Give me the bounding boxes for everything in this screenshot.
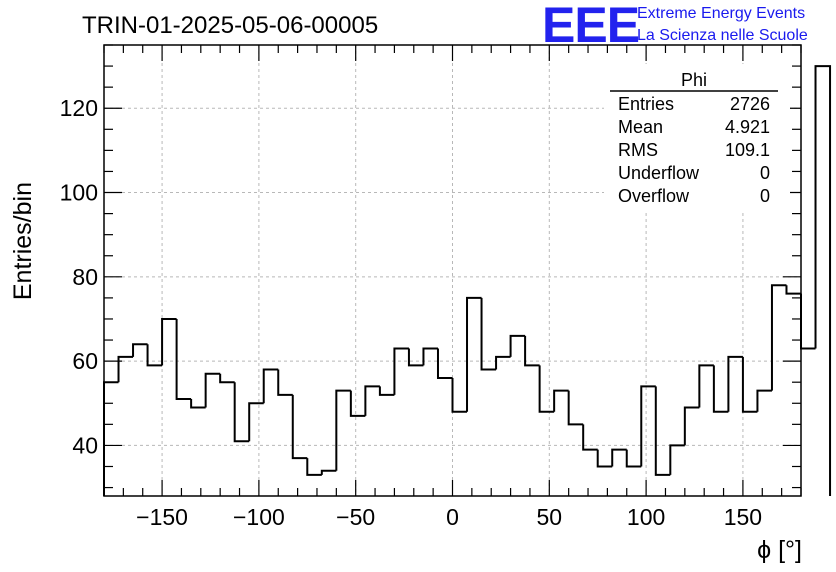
histogram-bin [741, 356, 758, 413]
histogram-bin [451, 377, 468, 413]
histogram-bin [248, 402, 264, 442]
histogram-bin [611, 448, 627, 467]
histogram-bin [538, 365, 555, 413]
histogram-bin [335, 389, 351, 471]
histogram-bin [190, 399, 206, 409]
stats-box: Phi Entries 2726 Mean 4.921 RMS 109.1 Un… [604, 64, 790, 210]
stats-label-entries: Entries [618, 94, 674, 114]
x-tick-label: 150 [724, 504, 762, 530]
histogram-bin [132, 343, 148, 357]
stats-value-entries: 2726 [730, 94, 770, 114]
y-tick-label: 100 [60, 180, 98, 206]
histogram-bin [596, 449, 613, 468]
eee-line-2: La Scienza nelle Scuole [637, 27, 808, 44]
histogram-bin [117, 355, 134, 383]
histogram-bin [436, 348, 453, 379]
stats-value-underflow: 0 [760, 163, 770, 183]
histogram-bin [770, 284, 787, 391]
axes: −150 −100 −50 0 50 100 150 40 60 80 100 120 [60, 44, 802, 530]
histogram-bin [204, 372, 221, 408]
histogram-bin [495, 355, 511, 370]
stats-label-underflow: Underflow [618, 163, 700, 183]
x-tick-label: −100 [233, 504, 285, 530]
histogram-bin [233, 382, 250, 443]
histogram-bin [683, 406, 700, 446]
histogram-bin [640, 385, 656, 467]
histogram-bin [393, 347, 409, 395]
histogram-bin [320, 469, 337, 475]
histogram-bin [727, 355, 743, 412]
stats-label-mean: Mean [618, 117, 663, 137]
histogram-bin [800, 293, 816, 350]
stats-label-overflow: Overflow [618, 186, 690, 206]
histogram-bin [407, 348, 424, 367]
x-tick-label: 50 [537, 504, 563, 530]
eee-logo: EEE [542, 0, 639, 53]
histogram-bin [349, 390, 366, 417]
histogram-bin [756, 389, 772, 412]
histogram-bin [175, 318, 192, 401]
histogram-bin [103, 381, 119, 496]
histogram-bin [422, 347, 438, 366]
histogram-bin [712, 365, 729, 413]
x-axis-title: ϕ [°] [757, 536, 802, 564]
histogram-bin [509, 334, 526, 357]
eee-line-1: Extreme Energy Events [637, 5, 805, 22]
stats-box-background [604, 64, 790, 210]
histogram-bin [567, 390, 584, 426]
histogram-bin [378, 386, 395, 396]
grid [104, 45, 801, 496]
stats-title: Phi [681, 70, 707, 90]
histogram-bin [262, 368, 279, 404]
x-tick-label: 0 [446, 504, 459, 530]
histogram-bin [814, 65, 832, 496]
histogram-bin [785, 285, 801, 295]
x-tick-label: −150 [136, 504, 188, 530]
chart-title: TRIN-01-2025-05-06-00005 [82, 12, 378, 39]
histogram-bin [625, 449, 642, 468]
y-tick-label: 80 [72, 264, 98, 290]
stats-value-overflow: 0 [760, 186, 770, 206]
x-tick-label: 100 [627, 504, 665, 530]
histogram-bin [161, 317, 177, 366]
histogram-bin [146, 344, 163, 367]
y-tick-label: 120 [60, 95, 98, 121]
stats-label-rms: RMS [618, 140, 658, 160]
x-tick-label: −50 [336, 504, 375, 530]
histogram-bin [219, 373, 235, 384]
histogram-bin [291, 394, 308, 460]
y-tick-label: 60 [72, 348, 98, 374]
histogram-bin [466, 296, 482, 412]
y-axis-title: Entries/bin [9, 182, 37, 300]
stats-value-rms: 109.1 [725, 140, 770, 160]
histogram-series [103, 65, 832, 496]
histogram-bin [524, 335, 540, 367]
histogram-bin [306, 458, 322, 476]
histogram-bin [277, 369, 293, 396]
histogram-bin [582, 424, 598, 451]
histogram-bin [654, 386, 671, 476]
histogram-bin [364, 385, 380, 416]
stats-value-mean: 4.921 [725, 117, 770, 137]
histogram-bin [669, 444, 685, 475]
y-tick-label: 40 [72, 432, 98, 458]
eee-branding: EEE Extreme Energy Events La Scienza nel… [542, 0, 808, 53]
histogram-bin [480, 297, 497, 371]
histogram-bin [698, 364, 714, 408]
histogram-bin [553, 389, 569, 412]
